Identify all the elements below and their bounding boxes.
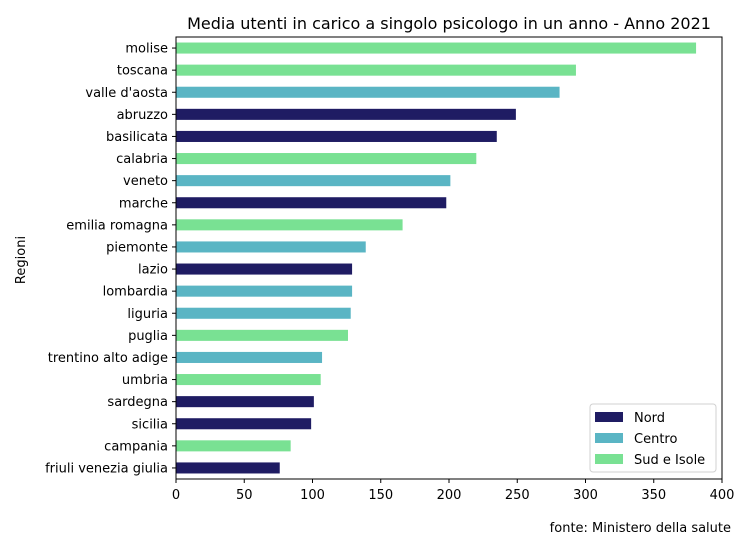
y-tick-label: marche	[119, 196, 168, 211]
bar-basilicata	[176, 130, 497, 142]
plot-frame	[175, 36, 723, 480]
bar-liguria	[176, 307, 351, 319]
x-tick-label: 250	[505, 488, 530, 503]
y-tick-label: liguria	[127, 307, 168, 322]
source-note: fonte: Ministero della salute	[550, 521, 731, 536]
legend-swatch	[595, 454, 623, 464]
legend-label: Sud e Isole	[634, 453, 705, 468]
y-tick-label: valle d'aosta	[85, 86, 168, 101]
y-tick-label: abruzzo	[117, 108, 168, 123]
bar-trentino-alto-adige	[176, 351, 323, 363]
y-tick-labels: molise toscana valle d'aosta abruzzo basilic…	[45, 42, 176, 476]
y-tick-label: veneto	[123, 174, 168, 189]
legend-swatch	[595, 412, 623, 422]
x-tick-label: 150	[368, 488, 393, 503]
y-tick-label: umbria	[122, 373, 168, 388]
bar-lombardia	[176, 285, 353, 297]
bar-toscana	[176, 64, 576, 76]
bar-sicilia	[176, 418, 312, 430]
y-tick-label: toscana	[117, 64, 168, 79]
bar-puglia	[176, 329, 348, 341]
bar-friuli-venezia-giulia	[176, 462, 280, 474]
x-tick-label: 0	[172, 488, 180, 503]
chart-title: Media utenti in carico a singolo psicolo…	[187, 14, 711, 33]
y-tick-label: sicilia	[132, 417, 168, 432]
bar-piemonte	[176, 241, 366, 253]
bar-emilia-romagna	[176, 219, 403, 231]
y-tick-label: campania	[104, 439, 168, 454]
x-tick-label: 400	[710, 488, 735, 503]
x-tick-label: 50	[236, 488, 253, 503]
y-tick-label: calabria	[116, 152, 168, 167]
y-tick-label: trentino alto adige	[48, 351, 168, 366]
x-tick-label: 350	[641, 488, 666, 503]
y-tick-label: piemonte	[106, 240, 168, 255]
bar-sardegna	[176, 396, 314, 408]
legend-label: Nord	[634, 411, 665, 426]
y-tick-label: puglia	[128, 329, 168, 344]
bar-molise	[176, 42, 697, 54]
bar-marche	[176, 197, 447, 209]
y-tick-label: sardegna	[107, 395, 168, 410]
y-axis-label: Regioni	[14, 236, 29, 284]
bar-abruzzo	[176, 108, 516, 120]
x-tick-label: 200	[437, 488, 462, 503]
legend-label: Centro	[634, 432, 677, 447]
bar-calabria	[176, 153, 477, 165]
bar-lazio	[176, 263, 353, 275]
y-tick-label: lombardia	[103, 285, 168, 300]
bar-valle-d-aosta	[176, 86, 560, 98]
legend: Nord Centro Sud e Isole	[589, 403, 717, 473]
y-tick-label: emilia romagna	[66, 218, 168, 233]
legend-swatch	[595, 433, 623, 443]
bar-campania	[176, 440, 291, 452]
x-tick-label: 100	[300, 488, 325, 503]
x-tick-labels: 0 50 100 150 200 250 300 350 400	[172, 479, 735, 503]
y-tick-label: lazio	[138, 263, 168, 278]
bars-layer	[176, 42, 697, 474]
y-tick-label: friuli venezia giulia	[45, 461, 168, 476]
y-tick-label: molise	[125, 42, 168, 57]
bar-veneto	[176, 175, 451, 187]
bar-umbria	[176, 374, 321, 386]
x-tick-label: 300	[573, 488, 598, 503]
y-tick-label: basilicata	[106, 130, 168, 145]
